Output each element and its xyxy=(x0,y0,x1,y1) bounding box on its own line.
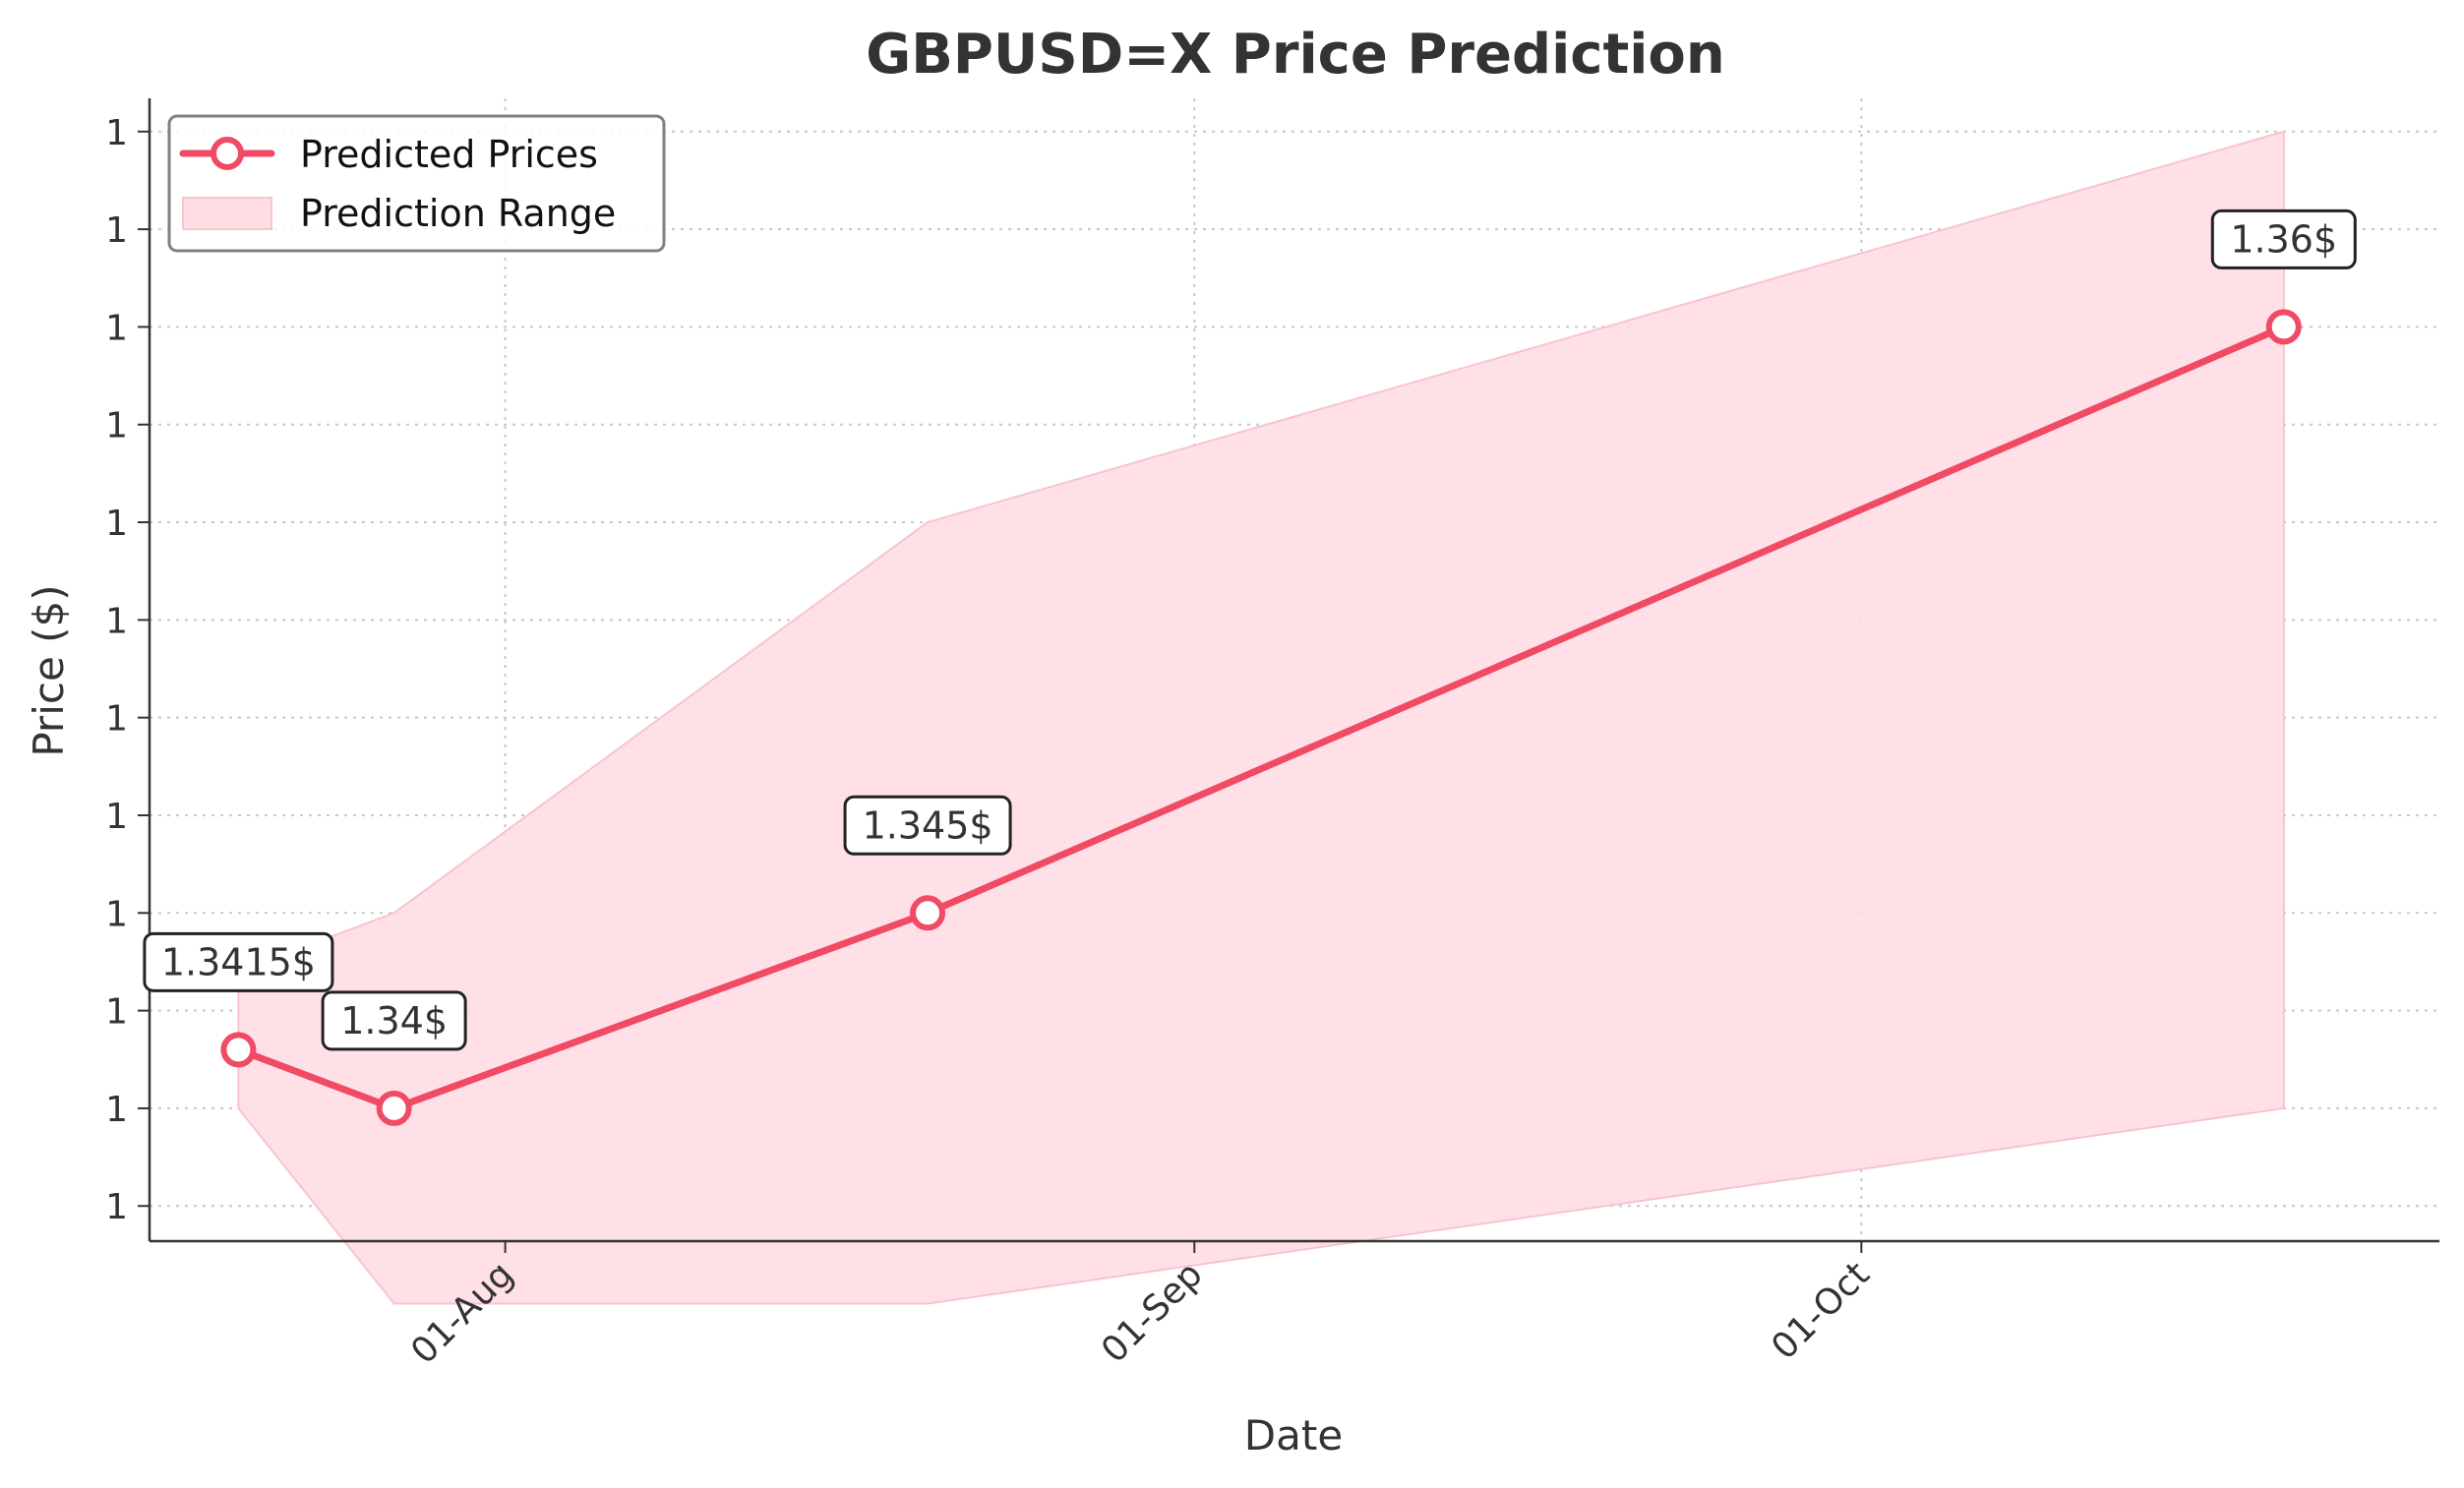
legend-label-predicted-prices: Predicted Prices xyxy=(300,133,598,176)
legend-range-swatch xyxy=(182,197,272,230)
predicted-price-point xyxy=(910,895,946,931)
annotation-label: 1.345$ xyxy=(863,804,993,847)
price-annotation: 1.3415$ xyxy=(143,931,334,992)
annotation-label: 1.3415$ xyxy=(161,940,316,983)
x-axis-label: Date xyxy=(1244,1411,1343,1459)
price-annotation: 1.34$ xyxy=(321,990,467,1051)
y-tick-label: 1 xyxy=(105,601,128,641)
price-annotation: 1.345$ xyxy=(843,795,1012,856)
annotation-box xyxy=(321,990,467,1051)
predicted-prices-line xyxy=(234,323,2288,1112)
predicted-prices-series xyxy=(220,309,2302,1126)
prediction-range-band xyxy=(237,130,2285,1305)
x-tick-label: 01-Oct xyxy=(1764,1254,1877,1367)
prediction-range-area xyxy=(237,130,2285,1305)
legend: Predicted Prices Prediction Range xyxy=(167,114,666,253)
y-tick-label: 1 xyxy=(105,504,128,544)
annotation-label: 1.36$ xyxy=(2230,217,2337,261)
predicted-price-point xyxy=(2265,309,2302,345)
y-axis-label: Price ($) xyxy=(25,584,73,756)
y-tick-label: 1 xyxy=(105,113,128,153)
annotation-box xyxy=(843,795,1012,856)
y-tick-label: 1 xyxy=(105,894,128,934)
price-annotation: 1.36$ xyxy=(2210,208,2357,269)
annotation-label: 1.34$ xyxy=(340,999,448,1042)
y-tick-label: 1 xyxy=(105,699,128,740)
y-tick-label: 1 xyxy=(105,210,128,251)
y-tick-label: 1 xyxy=(105,992,128,1033)
y-tick-label: 1 xyxy=(105,308,128,348)
y-tick-label: 1 xyxy=(105,1090,128,1130)
annotation-box xyxy=(143,931,334,992)
annotation-box xyxy=(2210,208,2357,269)
legend-marker-swatch xyxy=(210,137,244,170)
predicted-price-point xyxy=(220,1032,257,1068)
y-tick-label: 1 xyxy=(105,1187,128,1227)
data-annotations: 1.3415$ 1.34$ 1.345$ 1.36$ xyxy=(143,208,2357,1051)
legend-frame xyxy=(167,114,666,253)
chart-title: GBPUSD=X Price Prediction xyxy=(866,23,1725,87)
legend-label-prediction-range: Prediction Range xyxy=(300,192,616,235)
predicted-price-point xyxy=(376,1090,412,1126)
axes xyxy=(138,98,2439,1253)
y-tick-label: 1 xyxy=(105,797,128,837)
y-tick-label: 1 xyxy=(105,406,128,446)
